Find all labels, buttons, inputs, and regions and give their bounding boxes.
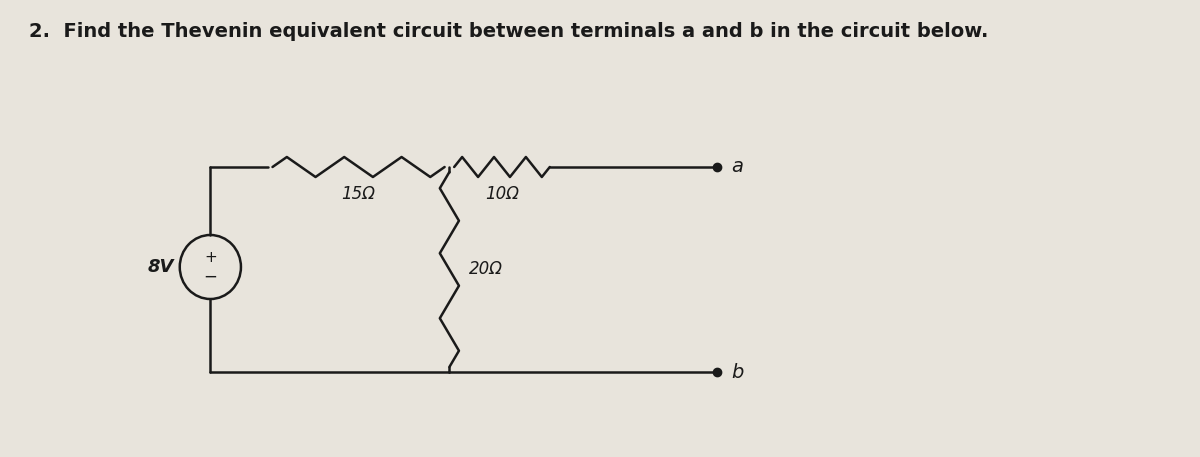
Text: 15Ω: 15Ω [342,185,376,203]
Text: 20Ω: 20Ω [468,260,503,278]
Text: 2.  Find the Thevenin equivalent circuit between terminals a and b in the circui: 2. Find the Thevenin equivalent circuit … [29,22,988,41]
Text: +: + [204,250,217,265]
Text: 8V: 8V [148,258,174,276]
Text: 10Ω: 10Ω [485,185,518,203]
Text: −: − [204,268,217,286]
Text: b: b [732,362,744,382]
Text: a: a [732,158,744,176]
